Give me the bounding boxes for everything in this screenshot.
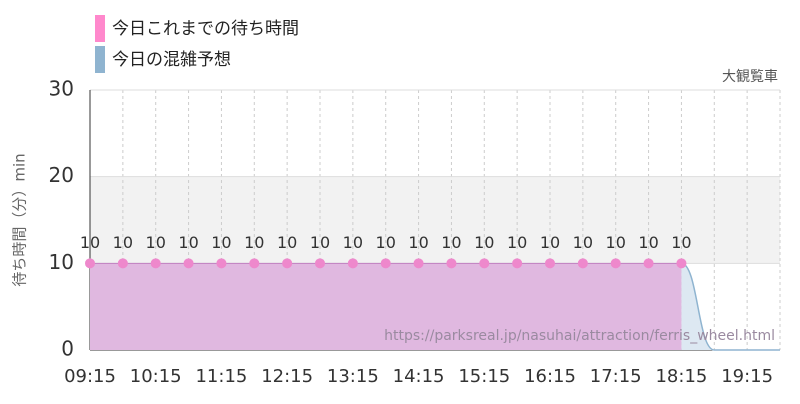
data-point (676, 258, 687, 269)
data-label: 10 (441, 233, 461, 252)
legend-label: 今日これまでの待ち時間 (112, 19, 299, 39)
x-tick-label: 17:15 (590, 366, 642, 387)
data-label: 10 (507, 233, 527, 252)
data-point (315, 258, 325, 269)
x-tick-label: 14:15 (393, 366, 445, 387)
data-point (380, 258, 391, 269)
data-label: 10 (638, 233, 658, 252)
forecast-area (681, 263, 780, 350)
data-point (117, 258, 128, 269)
data-point (577, 258, 588, 269)
data-label: 10 (573, 233, 593, 252)
data-point (643, 258, 654, 269)
x-tick-label: 18:15 (655, 366, 707, 387)
data-label: 10 (146, 233, 166, 252)
data-point (150, 258, 161, 269)
x-tick-label: 15:15 (458, 366, 510, 387)
data-label: 10 (80, 233, 100, 252)
data-point (183, 258, 194, 269)
data-point (216, 258, 227, 269)
y-axis-label: 待ち時間（分）min (11, 153, 29, 286)
actual-area (90, 263, 682, 350)
y-tick-label: 20 (49, 163, 74, 187)
data-point (347, 258, 358, 269)
data-label: 10 (113, 233, 133, 252)
y-tick-label: 10 (49, 250, 74, 274)
data-label: 10 (343, 233, 363, 252)
data-point (446, 258, 457, 269)
data-label: 10 (474, 233, 494, 252)
data-point (85, 258, 95, 269)
data-label: 10 (671, 233, 691, 252)
data-label: 10 (211, 233, 231, 252)
legend-swatch (95, 46, 105, 73)
data-label: 10 (408, 233, 428, 252)
data-point (610, 258, 621, 269)
chart-subtitle: 大観覧車 (722, 68, 778, 85)
x-tick-label: 12:15 (261, 366, 313, 387)
x-tick-label: 16:15 (524, 366, 576, 387)
data-label: 10 (277, 233, 297, 252)
data-label: 10 (606, 233, 626, 252)
data-label: 10 (178, 233, 198, 252)
data-point (512, 258, 523, 269)
legend-swatch (95, 15, 105, 42)
grid-band (90, 176, 780, 264)
watermark: https://parksreal.jp/nasuhai/attraction/… (384, 328, 775, 344)
data-point (545, 258, 555, 269)
forecast-line (681, 262, 780, 351)
x-tick-label: 11:15 (195, 366, 247, 387)
data-label: 10 (376, 233, 396, 252)
x-tick-label: 19:15 (721, 366, 773, 387)
data-point (413, 258, 424, 269)
data-label: 10 (310, 233, 330, 252)
legend-label: 今日の混雑予想 (112, 50, 231, 70)
data-point (249, 258, 260, 269)
y-tick-label: 30 (49, 77, 74, 101)
x-tick-label: 10:15 (130, 366, 182, 387)
x-tick-label: 09:15 (64, 366, 116, 387)
data-label: 10 (244, 233, 264, 252)
data-point (282, 258, 293, 269)
y-tick-label: 0 (61, 337, 74, 361)
data-label: 10 (540, 233, 560, 252)
x-tick-label: 13:15 (327, 366, 379, 387)
data-point (479, 258, 490, 269)
